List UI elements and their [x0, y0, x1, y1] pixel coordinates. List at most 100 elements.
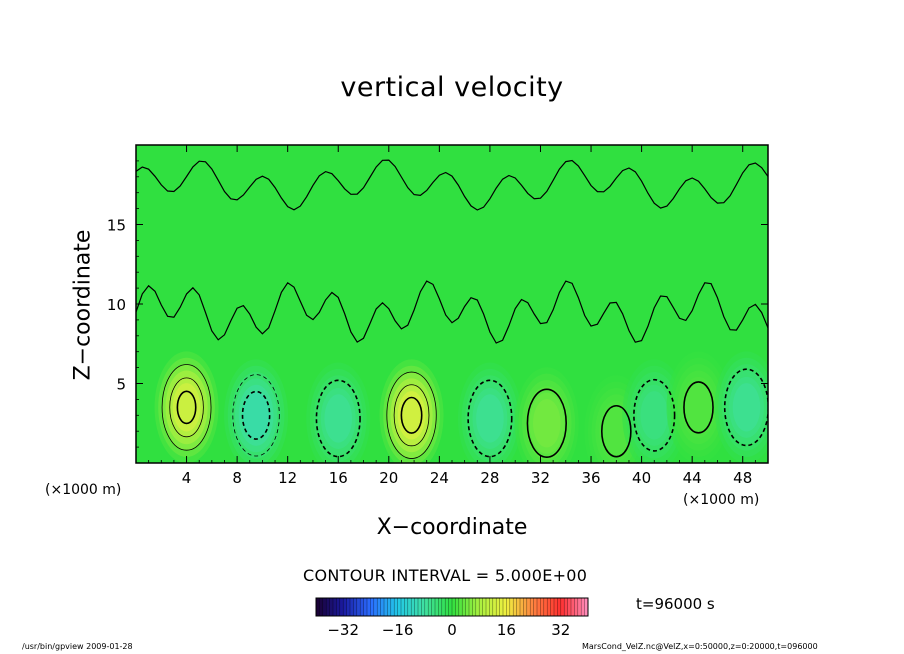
colorbar-segment [397, 598, 402, 616]
colorbar-segment [343, 598, 348, 616]
x-tick-label: 20 [379, 469, 398, 487]
colorbar-tick-label: −32 [327, 621, 359, 639]
colorbar-segment [441, 598, 446, 616]
colorbar-segment [455, 598, 460, 616]
colorbar-segment [421, 598, 426, 616]
field-cell-1-layer-1 [242, 391, 270, 440]
y-tick-label: 15 [107, 217, 126, 235]
colorbar-segment [489, 598, 494, 616]
colorbar-segment [333, 598, 337, 616]
colorbar-segment [326, 598, 331, 616]
colorbar: −32 −16 0 16 32 [315, 597, 589, 639]
x-tick-label: 32 [531, 469, 550, 487]
colorbar-frame [315, 597, 589, 617]
colorbar-segment [537, 598, 541, 616]
colorbar-segment [530, 598, 535, 616]
colorbar-segment [394, 598, 399, 616]
colorbar-tick-label: 16 [497, 621, 516, 639]
colorbar-segment [557, 598, 562, 616]
colorbar-segment [492, 598, 497, 616]
contour-cell-4-level-1 [467, 379, 513, 458]
colorbar-segment [452, 598, 456, 616]
field-cell-5-layer-1 [532, 399, 561, 448]
x-tick-label: 8 [232, 469, 242, 487]
colorbar-segment [584, 598, 589, 616]
field-cell-7-layer-1 [640, 391, 669, 440]
colorbar-segment [503, 598, 507, 616]
colorbar-segment [513, 598, 518, 616]
colorbar-segment [438, 598, 443, 616]
x-tick-label: 4 [182, 469, 192, 487]
colorbar-segment [554, 598, 558, 616]
colorbar-segment [472, 598, 477, 616]
contour-cell-8-level-1 [683, 381, 714, 434]
x-tick-label: 40 [632, 469, 651, 487]
colorbar-tick-label: 32 [551, 621, 570, 639]
field-cell-8-layer-1 [684, 383, 713, 432]
colorbar-segment [496, 598, 501, 616]
colorbar-segment [380, 598, 385, 616]
colorbar-segment [509, 598, 514, 616]
colorbar-segment [431, 598, 436, 616]
colorbar-segment [404, 598, 409, 616]
colorbar-segment [506, 598, 511, 616]
colorbar-segment [571, 598, 575, 616]
field-cell-4-layer-1 [476, 394, 504, 443]
colorbar-segment [363, 598, 368, 616]
field-cell-2-layer-1 [324, 394, 353, 443]
colorbar-segment [581, 598, 586, 616]
colorbar-segment [428, 598, 433, 616]
zero-contour-line [136, 280, 768, 344]
footer-left: /usr/bin/gpview 2009-01-28 [22, 642, 133, 651]
colorbar-segment [339, 598, 344, 616]
colorbar-segment [316, 598, 320, 616]
colorbar-segment [336, 598, 341, 616]
field-cell-9-layer-1 [732, 383, 761, 432]
y-tick-label: 10 [107, 296, 126, 314]
colorbar-segment [329, 598, 334, 616]
x-tick-label: 44 [683, 469, 702, 487]
colorbar-segment [533, 598, 538, 616]
colorbar-segment [567, 598, 572, 616]
contour-cell-7-level-1 [633, 378, 676, 452]
colorbar-segment [469, 598, 473, 616]
colorbar-segment [350, 598, 354, 616]
colorbar-segment [523, 598, 528, 616]
colorbar-segment [411, 598, 416, 616]
zero-contour-line-upper [136, 159, 768, 211]
x-unit-label-left: (×1000 m) [45, 482, 122, 498]
contour-cell-3-level-2 [393, 384, 430, 447]
colorbar-segment [577, 598, 582, 616]
colorbar-segment [574, 598, 579, 616]
colorbar-segment [370, 598, 375, 616]
colorbar-segment [564, 598, 569, 616]
footer-right: MarsCond_VelZ.nc@VelZ,x=0:50000,z=0:2000… [582, 642, 818, 651]
colorbar-segment [407, 598, 412, 616]
x-tick-label: 24 [430, 469, 449, 487]
colorbar-segment [435, 598, 439, 616]
colorbar-segment [418, 598, 422, 616]
x-tick-label: 12 [278, 469, 297, 487]
colorbar-segment [458, 598, 463, 616]
x-tick-label: 16 [329, 469, 348, 487]
colorbar-segment [353, 598, 358, 616]
colorbar-segment [465, 598, 470, 616]
colorbar-segment [319, 598, 324, 616]
colorbar-segment [322, 598, 327, 616]
colorbar-segment [356, 598, 361, 616]
contour-cell-0-level-2 [169, 377, 204, 438]
colorbar-segment [414, 598, 419, 616]
colorbar-segment [360, 598, 365, 616]
colorbar-segment [462, 598, 467, 616]
colorbar-segment [499, 598, 504, 616]
contour-interval-label: CONTOUR INTERVAL = 5.000E+00 [303, 566, 588, 585]
colorbar-tick-label: 0 [447, 621, 457, 639]
x-tick-label: 36 [581, 469, 600, 487]
colorbar-segment [346, 598, 351, 616]
x-tick-label: 48 [733, 469, 752, 487]
x-unit-label-right: (×1000 m) [683, 492, 760, 508]
colorbar-segment [373, 598, 378, 616]
colorbar-segment [479, 598, 484, 616]
contour-cell-0-level-3 [176, 390, 197, 425]
